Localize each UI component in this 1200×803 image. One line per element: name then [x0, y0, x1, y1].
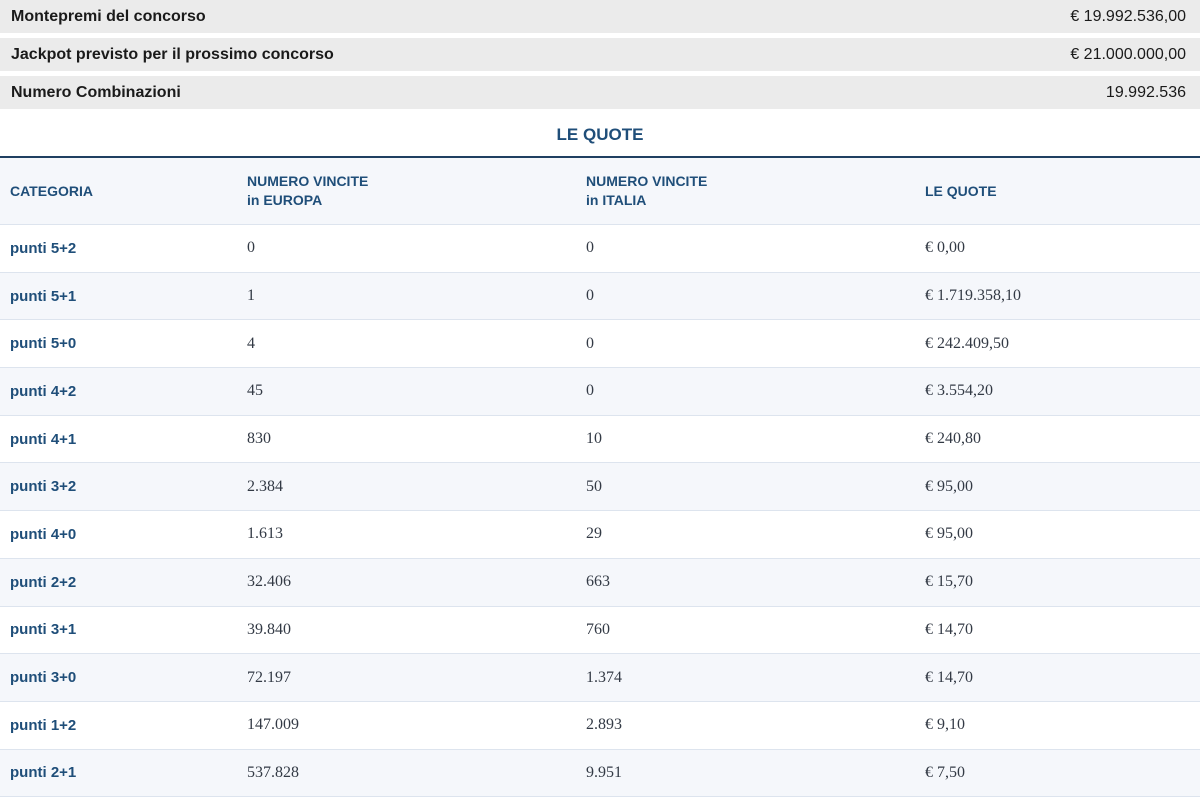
- cell-italia: 2.893: [576, 701, 915, 750]
- cell-europa: 1.613: [237, 510, 576, 559]
- table-row: punti 1+2 147.009 2.893 € 9,10: [0, 701, 1200, 750]
- cell-europa: 72.197: [237, 653, 576, 702]
- table-row: punti 5+1 1 0 € 1.719.358,10: [0, 272, 1200, 321]
- cell-europa: 147.009: [237, 701, 576, 750]
- cell-categoria: punti 4+0: [0, 510, 237, 559]
- cell-quota: € 14,70: [915, 606, 1200, 655]
- table-row: punti 5+0 4 0 € 242.409,50: [0, 319, 1200, 369]
- header-quote: LE QUOTE: [915, 158, 1200, 225]
- cell-europa: 2.384: [237, 462, 576, 512]
- table-row: punti 4+2 45 0 € 3.554,20: [0, 367, 1200, 416]
- cell-italia: 0: [576, 224, 915, 273]
- cell-quota: € 3.554,20: [915, 367, 1200, 416]
- table-row: punti 3+1 39.840 760 € 14,70: [0, 606, 1200, 655]
- cell-italia: 50: [576, 462, 915, 512]
- cell-italia: 9.951: [576, 749, 915, 798]
- cell-europa: 4: [237, 319, 576, 369]
- cell-categoria: punti 2+2: [0, 558, 237, 607]
- table-row: punti 2+2 32.406 663 € 15,70: [0, 558, 1200, 607]
- table-row: punti 5+2 0 0 € 0,00: [0, 224, 1200, 273]
- cell-italia: 0: [576, 272, 915, 321]
- summary-row-montepremi: Montepremi del concorso € 19.992.536,00: [0, 0, 1200, 33]
- cell-quota: € 95,00: [915, 462, 1200, 512]
- cell-quota: € 1.719.358,10: [915, 272, 1200, 321]
- summary-value: € 21.000.000,00: [1070, 45, 1186, 63]
- header-line1: CATEGORIA: [10, 182, 93, 199]
- table-row: punti 2+1 537.828 9.951 € 7,50: [0, 749, 1200, 798]
- cell-categoria: punti 3+2: [0, 462, 237, 512]
- cell-europa: 1: [237, 272, 576, 321]
- quotes-table: CATEGORIA NUMERO VINCITE in EUROPA NUMER…: [0, 158, 1200, 798]
- table-row: punti 4+1 830 10 € 240,80: [0, 415, 1200, 464]
- cell-categoria: punti 5+0: [0, 319, 237, 369]
- table-row: punti 4+0 1.613 29 € 95,00: [0, 510, 1200, 559]
- cell-categoria: punti 4+2: [0, 367, 237, 416]
- cell-europa: 830: [237, 415, 576, 464]
- summary-value: € 19.992.536,00: [1070, 7, 1186, 25]
- header-line1: NUMERO VINCITE: [247, 173, 369, 189]
- header-categoria: CATEGORIA: [0, 158, 237, 225]
- summary-row-jackpot: Jackpot previsto per il prossimo concors…: [0, 38, 1200, 71]
- summary-label: Jackpot previsto per il prossimo concors…: [11, 45, 334, 63]
- header-line1: LE QUOTE: [925, 182, 997, 199]
- cell-quota: € 9,10: [915, 701, 1200, 750]
- cell-categoria: punti 1+2: [0, 701, 237, 750]
- cell-quota: € 7,50: [915, 749, 1200, 798]
- cell-quota: € 242.409,50: [915, 319, 1200, 369]
- cell-europa: 39.840: [237, 606, 576, 655]
- cell-italia: 1.374: [576, 653, 915, 702]
- section-title: LE QUOTE: [0, 111, 1200, 158]
- cell-quota: € 0,00: [915, 224, 1200, 273]
- cell-europa: 45: [237, 367, 576, 416]
- cell-quota: € 240,80: [915, 415, 1200, 464]
- cell-italia: 0: [576, 319, 915, 369]
- cell-italia: 10: [576, 415, 915, 464]
- cell-categoria: punti 5+2: [0, 224, 237, 273]
- cell-quota: € 14,70: [915, 653, 1200, 702]
- header-line2: in EUROPA: [247, 192, 323, 208]
- summary-section: Montepremi del concorso € 19.992.536,00 …: [0, 0, 1200, 109]
- cell-quota: € 95,00: [915, 510, 1200, 559]
- summary-value: 19.992.536: [1105, 83, 1186, 101]
- summary-row-combinazioni: Numero Combinazioni 19.992.536: [0, 76, 1200, 109]
- summary-label: Numero Combinazioni: [11, 83, 181, 101]
- header-line2: in ITALIA: [586, 192, 647, 208]
- table-header-row: CATEGORIA NUMERO VINCITE in EUROPA NUMER…: [0, 158, 1200, 225]
- cell-europa: 537.828: [237, 749, 576, 798]
- cell-italia: 663: [576, 558, 915, 607]
- header-vincite-europa: NUMERO VINCITE in EUROPA: [237, 158, 576, 225]
- cell-quota: € 15,70: [915, 558, 1200, 607]
- table-row: punti 3+2 2.384 50 € 95,00: [0, 462, 1200, 512]
- cell-europa: 0: [237, 224, 576, 273]
- cell-categoria: punti 3+1: [0, 606, 237, 655]
- cell-italia: 760: [576, 606, 915, 655]
- cell-categoria: punti 5+1: [0, 272, 237, 321]
- summary-label: Montepremi del concorso: [11, 7, 206, 25]
- cell-categoria: punti 2+1: [0, 749, 237, 798]
- cell-europa: 32.406: [237, 558, 576, 607]
- cell-italia: 29: [576, 510, 915, 559]
- table-row: punti 3+0 72.197 1.374 € 14,70: [0, 653, 1200, 702]
- cell-italia: 0: [576, 367, 915, 416]
- cell-categoria: punti 4+1: [0, 415, 237, 464]
- cell-categoria: punti 3+0: [0, 653, 237, 702]
- header-vincite-italia: NUMERO VINCITE in ITALIA: [576, 158, 915, 225]
- header-line1: NUMERO VINCITE: [586, 173, 708, 189]
